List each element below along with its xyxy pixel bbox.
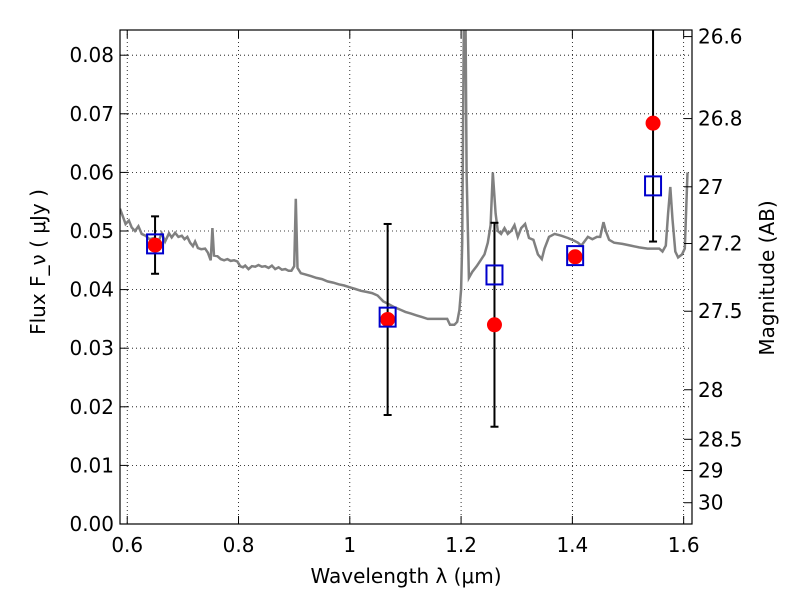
right-tick-label: 27.2 bbox=[698, 232, 743, 256]
right-tick-label: 28 bbox=[698, 378, 723, 402]
sed-line bbox=[120, 30, 689, 327]
y-tick-label: 0.06 bbox=[69, 160, 114, 184]
right-tick-label: 26.6 bbox=[698, 25, 743, 49]
observed-point bbox=[380, 311, 396, 327]
model-band-square bbox=[566, 245, 585, 267]
x-tick-label: 1.4 bbox=[556, 533, 588, 557]
x-tick-label: 0.6 bbox=[111, 533, 143, 557]
plot-area bbox=[120, 30, 689, 428]
x-tick-label: 0.8 bbox=[223, 533, 255, 557]
x-tick-label: 1.2 bbox=[445, 533, 477, 557]
x-axis-label: Wavelength λ (μm) bbox=[310, 564, 501, 588]
x-tick-label: 1 bbox=[343, 533, 356, 557]
right-axis-label: Magnitude (AB) bbox=[755, 200, 779, 355]
y-tick-label: 0.03 bbox=[69, 336, 114, 360]
y-tick-label: 0.02 bbox=[69, 395, 114, 419]
model-band-square bbox=[485, 264, 504, 286]
y-tick-label: 0.07 bbox=[69, 102, 114, 126]
observed-point bbox=[147, 237, 163, 253]
y-tick-label: 0.00 bbox=[69, 512, 114, 536]
y-tick-label: 0.04 bbox=[69, 278, 114, 302]
observed-point bbox=[645, 115, 661, 131]
right-tick-label: 29 bbox=[698, 459, 723, 483]
y-tick-label: 0.01 bbox=[69, 453, 114, 477]
observed-point bbox=[486, 317, 502, 333]
y-axis-label: Flux F_ν ( μJy ) bbox=[26, 189, 50, 335]
x-tick-label: 1.6 bbox=[668, 533, 700, 557]
y-tick-label: 0.08 bbox=[69, 43, 114, 67]
model-band-square bbox=[644, 175, 663, 197]
right-tick-label: 26.8 bbox=[698, 107, 743, 131]
model-band-square bbox=[378, 306, 397, 328]
axis-ticks: 0.6 0.8 1 1.2 1.4 1.6 0.00 0.01 0.02 0.03 0.04 0.05… bbox=[69, 25, 742, 557]
right-tick-label: 28.5 bbox=[698, 427, 743, 451]
right-tick-label: 27.5 bbox=[698, 299, 743, 323]
right-tick-label: 30 bbox=[698, 491, 723, 515]
y-tick-label: 0.05 bbox=[69, 219, 114, 243]
right-tick-label: 27 bbox=[698, 175, 723, 199]
plot-frame bbox=[119, 29, 693, 525]
model-band-square bbox=[146, 233, 165, 255]
grid-lines bbox=[120, 30, 692, 525]
observed-point bbox=[567, 249, 583, 265]
